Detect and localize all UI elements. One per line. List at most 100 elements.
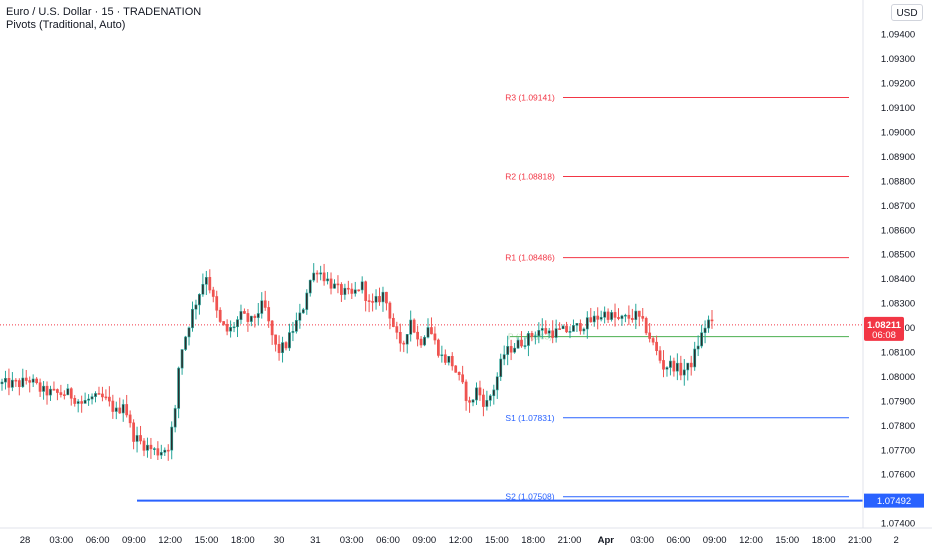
candle-body <box>177 367 181 409</box>
currency-button[interactable]: USD <box>891 4 923 21</box>
candle-body <box>291 331 295 333</box>
candle-body <box>350 288 354 294</box>
candle-body <box>104 396 108 399</box>
candle-body <box>398 332 402 344</box>
candle-body <box>329 278 333 289</box>
candle-body <box>502 354 506 360</box>
candle-body <box>353 289 357 294</box>
candle-body <box>308 279 312 294</box>
time-tick-label: 06:00 <box>86 535 110 546</box>
candle-body <box>468 400 471 403</box>
candle-body <box>125 404 129 416</box>
candle-body <box>246 313 250 322</box>
pivot-label: S1 (1.07831) <box>505 413 554 423</box>
candle-body <box>301 309 305 314</box>
candle-body <box>630 318 634 320</box>
candle-body <box>606 311 610 320</box>
candle-body <box>284 342 288 349</box>
candle-body <box>118 407 122 414</box>
candle-body <box>142 440 146 451</box>
candle-body <box>166 449 170 452</box>
candle-body <box>527 333 530 346</box>
price-tick-label: 1.08600 <box>881 225 915 236</box>
candle-body <box>295 320 298 332</box>
candle-body <box>440 354 444 357</box>
candle-body <box>319 272 323 275</box>
candle-body <box>121 404 125 414</box>
candle-body <box>495 376 499 391</box>
candle-body <box>45 385 49 396</box>
pivot-label: R2 (1.08818) <box>505 171 555 181</box>
candle-body <box>409 319 413 335</box>
candle-body <box>561 325 565 330</box>
candle-body <box>243 311 246 314</box>
time-tick-label: 15:00 <box>195 535 219 546</box>
time-tick-label: 12:00 <box>739 535 763 546</box>
candle-body <box>146 444 149 451</box>
candle-body <box>7 378 11 388</box>
candle-body <box>395 326 399 333</box>
candle-body <box>31 378 35 383</box>
candle-body <box>107 396 111 402</box>
candle-body <box>617 317 620 319</box>
candle-body <box>430 327 433 335</box>
price-tick-label: 1.07800 <box>881 421 915 432</box>
candle-body <box>589 317 593 323</box>
candle-body <box>180 349 184 369</box>
price-tick-label: 1.08500 <box>881 250 915 261</box>
time-tick-label: 06:00 <box>376 535 400 546</box>
candle-body <box>485 400 489 407</box>
pivot-label: P (1.08163) <box>508 332 552 342</box>
symbol-title[interactable]: Euro / U.S. Dollar · 15 · TRADENATION <box>6 6 202 18</box>
candle-body <box>111 400 115 412</box>
price-tick-label: 1.09200 <box>881 79 915 90</box>
candle-body <box>461 374 465 383</box>
current-price-label: 1.08211 <box>867 320 902 331</box>
candle-body <box>305 292 309 310</box>
time-tick-label: 31 <box>310 535 321 546</box>
candle-body <box>388 302 392 319</box>
candle-body <box>270 320 274 336</box>
price-tick-label: 1.08400 <box>881 274 915 285</box>
candle-body <box>163 449 167 453</box>
candle-body <box>73 397 77 404</box>
indicator-legend[interactable]: Pivots (Traditional, Auto) <box>6 19 126 31</box>
candle-body <box>447 356 451 363</box>
candle-body <box>156 448 160 456</box>
candle-body <box>263 300 267 308</box>
candle-body <box>83 399 87 404</box>
candle-body <box>547 330 551 334</box>
candle-body <box>194 304 198 310</box>
candle-body <box>256 313 260 318</box>
candle-body <box>343 287 347 295</box>
candle-body <box>135 435 139 442</box>
candle-body <box>710 319 714 322</box>
price-axis[interactable]: 1.074001.075001.076001.077001.078001.079… <box>881 30 915 530</box>
candle-body <box>579 323 582 332</box>
time-tick-label: 18:00 <box>521 535 545 546</box>
candle-body <box>471 399 475 403</box>
candle-body <box>707 319 710 329</box>
time-tick-label: 12:00 <box>158 535 182 546</box>
candle-body <box>215 296 219 311</box>
line-price-label: 1.07492 <box>877 496 911 507</box>
time-tick-label: 21:00 <box>558 535 582 546</box>
countdown-label: 06:08 <box>872 330 896 341</box>
time-axis[interactable]: 28 03:00 06:00 09:00 12:00 15:00 18:00 30 31 03:0… <box>20 535 899 546</box>
candle-body <box>56 389 59 393</box>
candle-body <box>62 394 66 396</box>
candle-body <box>139 435 142 442</box>
time-tick-label: 30 <box>274 535 285 546</box>
candle-body <box>530 333 534 337</box>
candle-body <box>114 407 118 412</box>
candle-body <box>17 380 21 388</box>
time-tick-label: 03:00 <box>340 535 364 546</box>
price-tick-label: 1.07400 <box>881 519 915 530</box>
candle-body <box>253 315 257 318</box>
price-tick-label: 1.09400 <box>881 30 915 41</box>
time-tick-label: 03:00 <box>630 535 654 546</box>
candle-body <box>499 358 503 378</box>
candle-body <box>655 341 658 351</box>
candle-body <box>80 401 84 404</box>
